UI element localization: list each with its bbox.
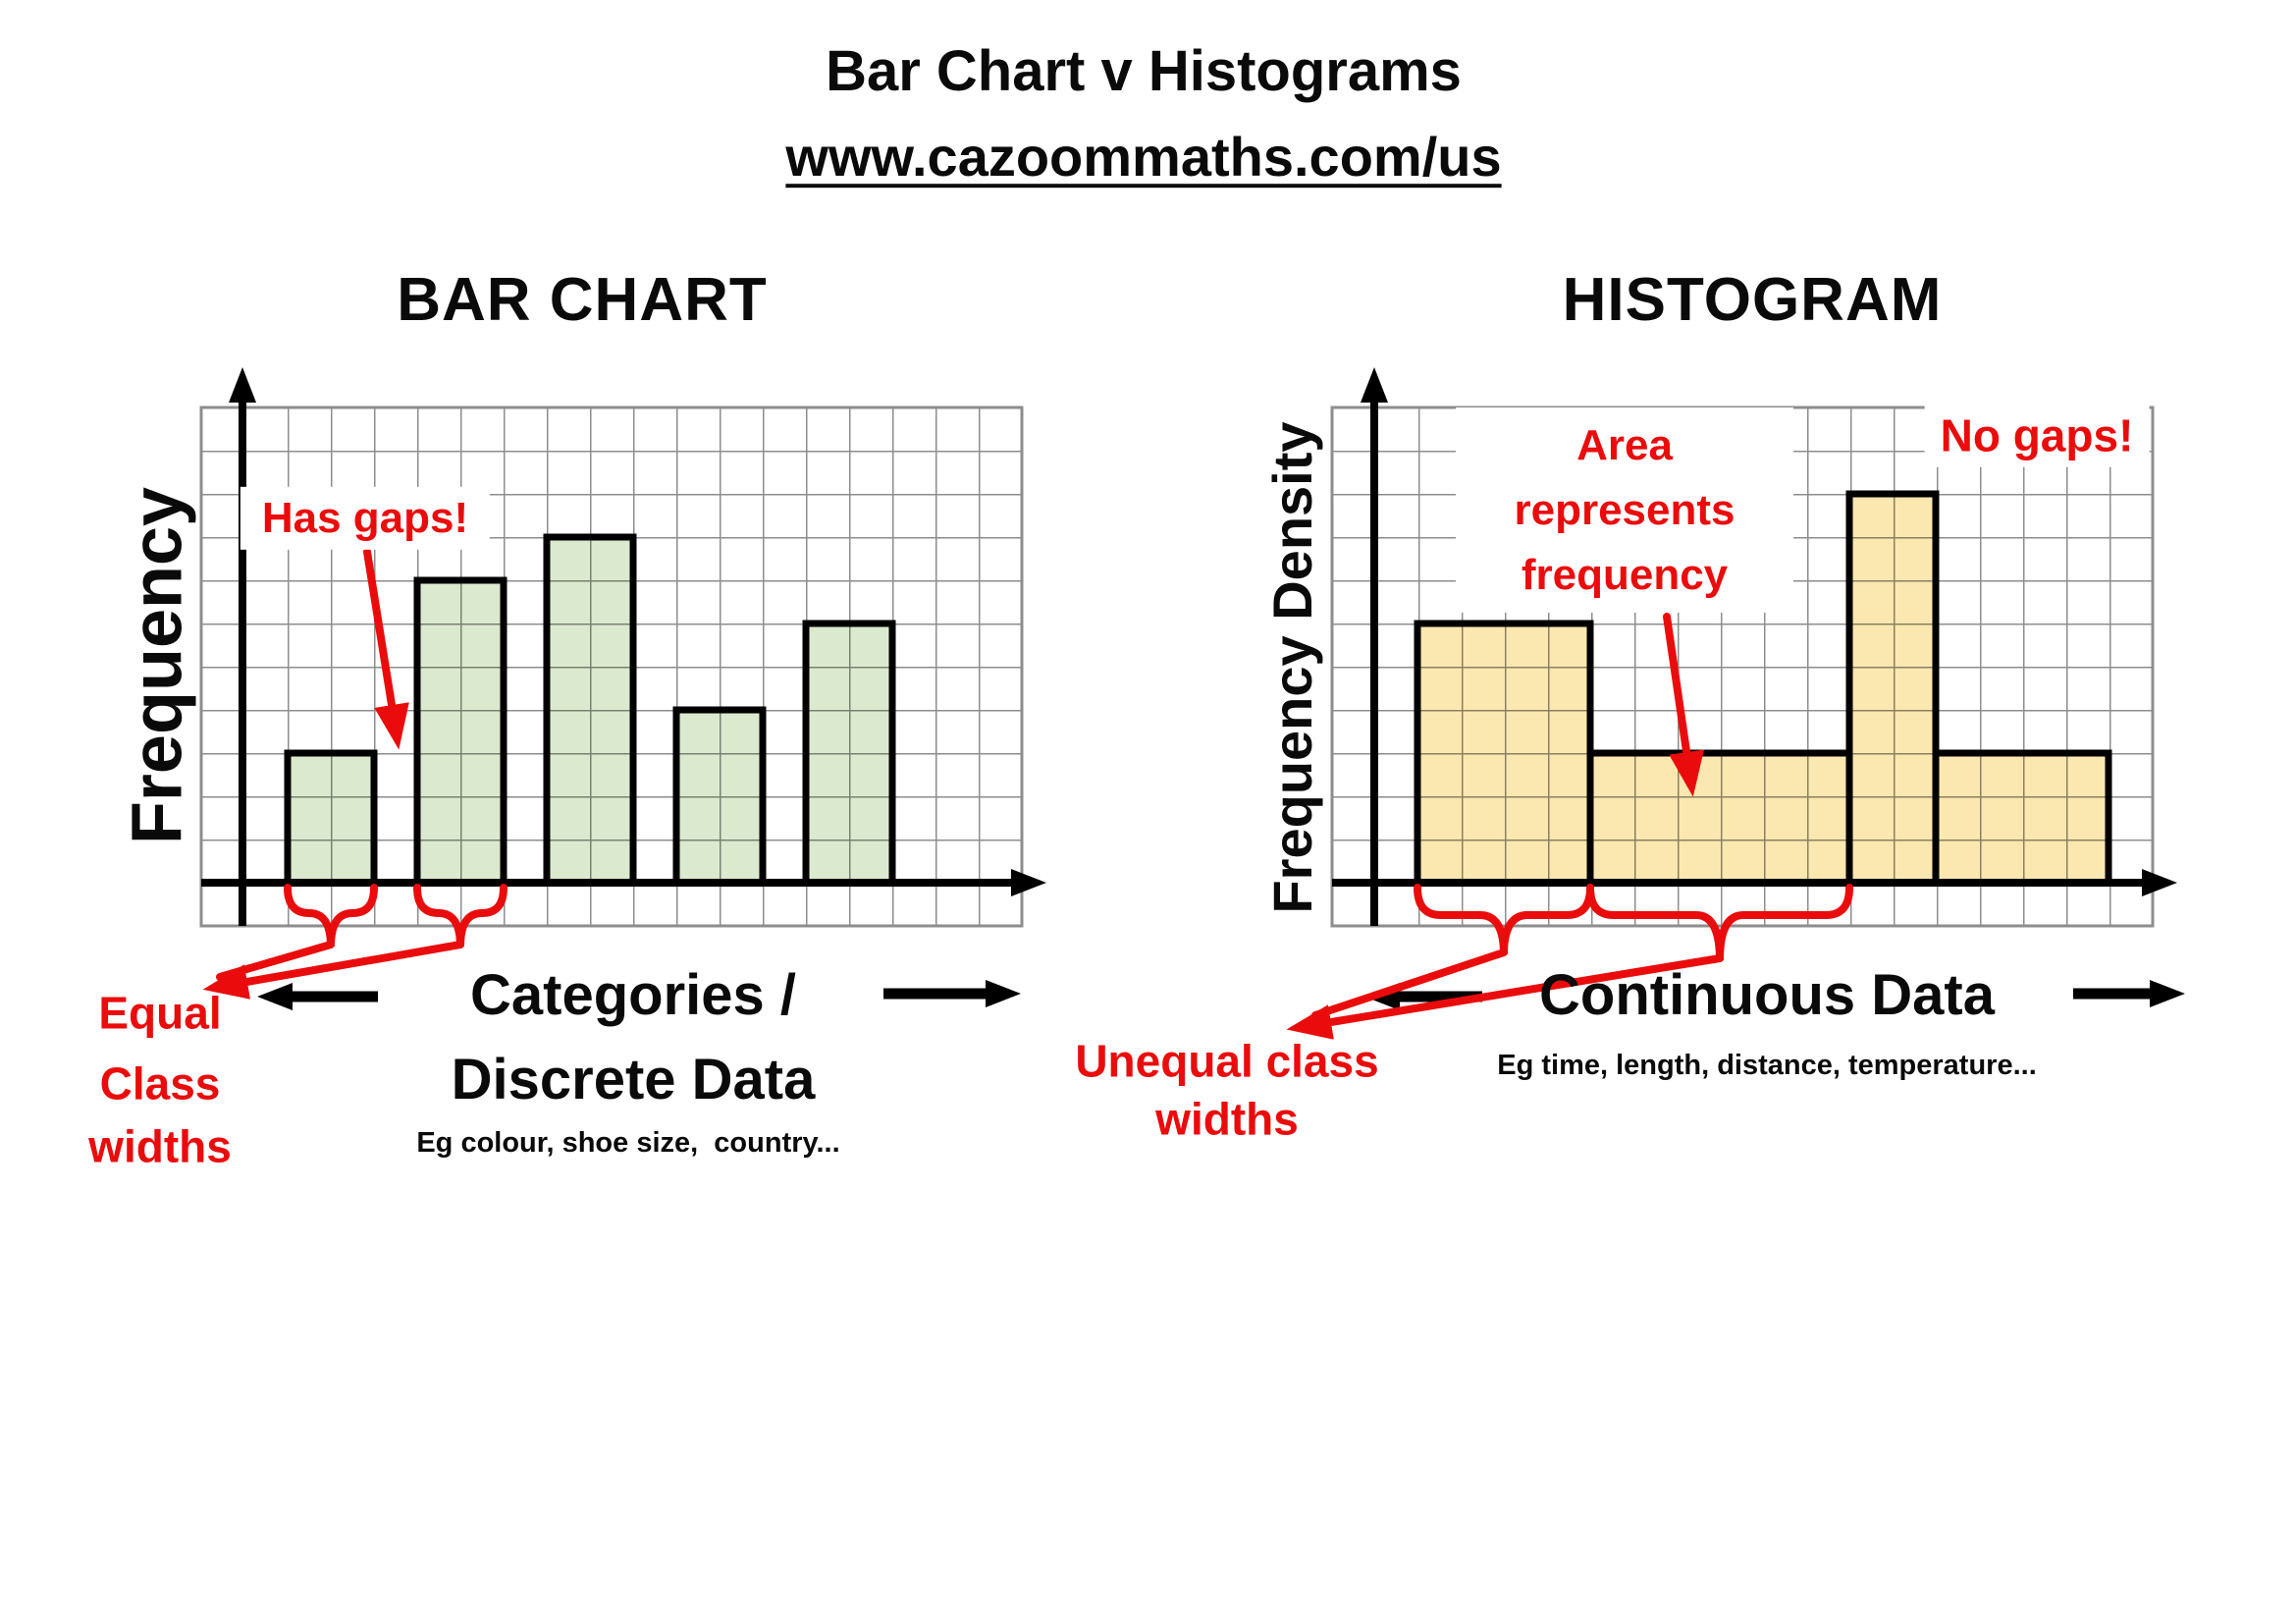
brace-pointer-line (1311, 948, 1508, 1019)
histogram-heading: HISTOGRAM (1562, 265, 1943, 334)
equal-note-line: Equal (98, 987, 222, 1039)
bar-chart-y-axis-label: Frequency (118, 486, 197, 845)
area-arrow-icon (1663, 613, 1704, 797)
histogram-y-axis-label: Frequency Density (1261, 421, 1324, 914)
unequal-widths-arrow-icon (1286, 954, 1724, 1040)
bar-chart-grid (199, 406, 1024, 928)
unequal-class-note-line2: widths (1155, 1093, 1299, 1145)
area-callout-line1: Area (1576, 420, 1673, 469)
histogram-x-axis-examples: Eg time, length, distance, temperature..… (1497, 1050, 2037, 1082)
bar-chart-heading: BAR CHART (397, 265, 768, 334)
unequal-class-note-line1: Unequal class (1075, 1035, 1379, 1087)
area-callout-line2: represents (1514, 485, 1735, 534)
area-callout-line3: frequency (1521, 550, 1729, 599)
equal-widths-arrow-icon (202, 941, 464, 1000)
histogram-x-axis-label: Continuous Data (1539, 963, 1995, 1028)
widths-note-line: widths (88, 1120, 232, 1172)
class-note-line: Class (99, 1057, 221, 1110)
no-gaps-callout: No gaps! (1924, 405, 2150, 467)
has-gaps-callout: Has gaps! (240, 486, 491, 551)
has-gaps-arrow-icon (363, 548, 409, 750)
area-represents-frequency-callout: Area represents frequency (1456, 407, 1793, 613)
bar-chart-x-axis-label-line1: Categories / (470, 963, 796, 1028)
bar-chart-x-axis-label-line2: Discrete Data (451, 1048, 816, 1112)
website-url-link[interactable]: www.cazoommaths.com/us (785, 126, 1502, 189)
bar-chart-x-axis-examples: Eg colour, shoe size, country... (416, 1127, 840, 1160)
page-title: Bar Chart v Histograms (826, 39, 1462, 104)
